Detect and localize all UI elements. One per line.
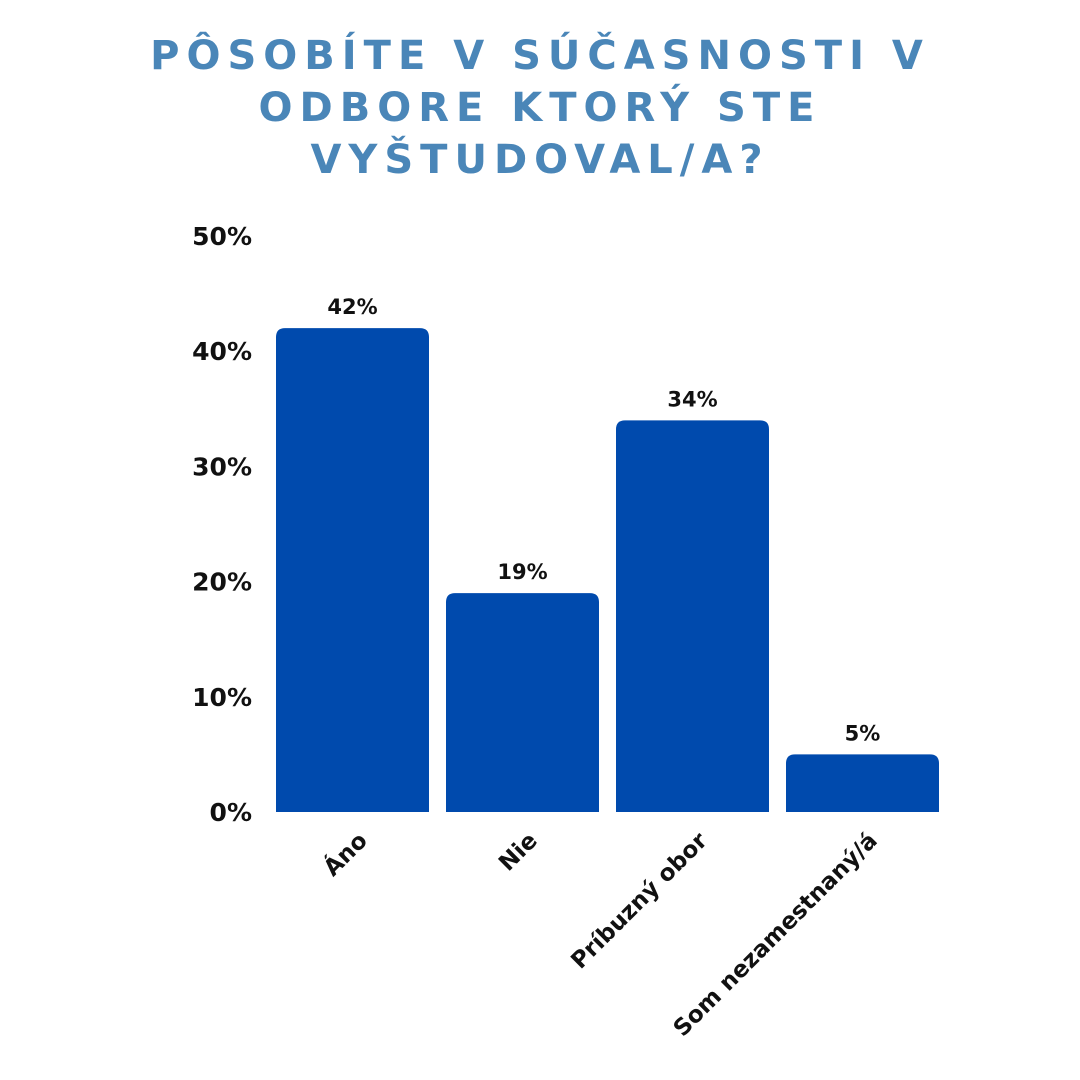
bar	[276, 328, 429, 812]
bar	[616, 420, 769, 812]
y-tick-label: 20%	[192, 568, 252, 597]
chart-title: PÔSOBÍTE V SÚČASNOSTI V ODBORE KTORÝ STE…	[150, 33, 930, 183]
bar	[446, 593, 599, 812]
y-tick-label: 30%	[192, 452, 252, 481]
x-tick-label: Nie	[494, 828, 543, 877]
y-tick-label: 0%	[210, 798, 252, 827]
y-tick-label: 10%	[192, 683, 252, 712]
bars	[276, 328, 939, 812]
y-tick-label: 50%	[192, 222, 252, 251]
x-tick-label: Áno	[318, 826, 373, 881]
data-label: 19%	[497, 560, 547, 584]
data-labels: 42% 19% 34% 5%	[327, 295, 880, 745]
x-tick-label: Príbuzný obor	[566, 827, 713, 974]
y-axis: 0% 10% 20% 30% 40% 50%	[192, 222, 252, 827]
data-label: 42%	[327, 295, 377, 319]
y-tick-label: 40%	[192, 337, 252, 366]
bar	[786, 754, 939, 812]
x-tick-label: Som nezamestnaný/á	[669, 828, 883, 1042]
data-label: 34%	[667, 387, 717, 411]
data-label: 5%	[845, 721, 881, 745]
